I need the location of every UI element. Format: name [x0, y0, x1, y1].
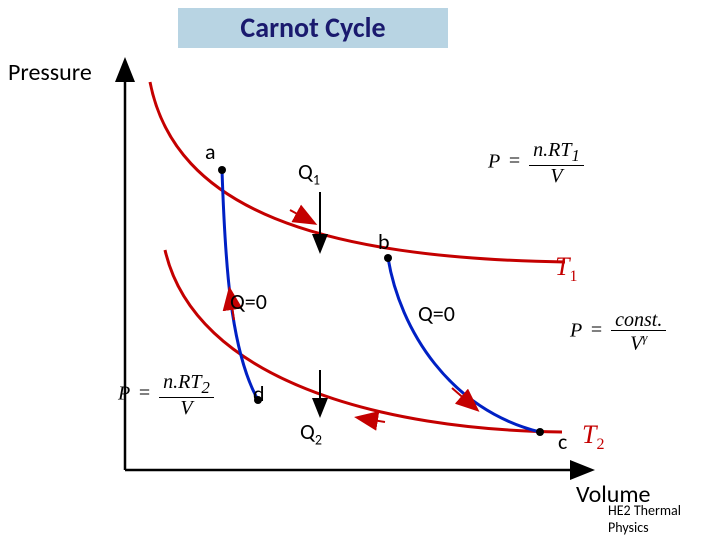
- t1-sub: 1: [569, 268, 577, 285]
- q2-label: Q2: [300, 418, 322, 448]
- eq3-denexp: γ: [642, 330, 647, 345]
- eq3-lhs: P: [570, 319, 582, 341]
- eq2-frac: n.RT2 V: [159, 372, 214, 418]
- eq1-eq: =: [509, 150, 520, 172]
- eq1-den: V: [529, 166, 584, 186]
- label-c: c: [558, 428, 567, 455]
- dir-ab: [290, 210, 312, 222]
- eq2-lhs: P: [118, 382, 130, 404]
- t2-sub: 2: [596, 436, 604, 453]
- t1-text: T: [555, 252, 569, 281]
- eq1-numsub: 1: [571, 146, 579, 165]
- label-a: a: [205, 138, 216, 165]
- q0-left: Q=0: [230, 288, 267, 315]
- t2-text: T: [582, 420, 596, 449]
- eq3-den: V: [630, 333, 642, 355]
- q1-text: Q: [298, 158, 313, 185]
- eq3-num: const.: [611, 310, 666, 331]
- q1-sub: 1: [313, 171, 320, 188]
- t2-label: T2: [582, 420, 604, 454]
- point-b: [384, 254, 392, 262]
- eq1-num: n.RT: [533, 139, 571, 161]
- eq1-lhs: P: [488, 150, 500, 172]
- eq-adiabat: P = const. Vγ: [570, 310, 666, 354]
- eq2-num: n.RT: [163, 371, 201, 393]
- carnot-diagram: [0, 0, 720, 540]
- eq2-den: V: [159, 398, 214, 418]
- eq-pv-t1: P = n.RT1 V: [488, 140, 584, 186]
- q1-label: Q1: [298, 158, 320, 188]
- point-a: [218, 166, 226, 174]
- label-d: d: [253, 380, 265, 407]
- eq2-numsub: 2: [201, 378, 209, 397]
- q2-text: Q: [300, 418, 315, 445]
- q0-right: Q=0: [418, 300, 455, 327]
- point-c: [536, 428, 544, 436]
- eq3-frac: const. Vγ: [611, 310, 666, 354]
- t1-label: T1: [555, 252, 577, 286]
- dir-cd: [360, 418, 385, 422]
- q2-sub: 2: [315, 431, 322, 448]
- eq1-frac: n.RT1 V: [529, 140, 584, 186]
- isotherm-t2: [165, 250, 562, 432]
- eq3-eq: =: [591, 319, 602, 341]
- adiabat-right: [388, 258, 540, 432]
- adiabat-left: [222, 170, 258, 400]
- eq2-eq: =: [139, 382, 150, 404]
- label-b: b: [378, 228, 390, 255]
- eq-pv-t2: P = n.RT2 V: [118, 372, 214, 418]
